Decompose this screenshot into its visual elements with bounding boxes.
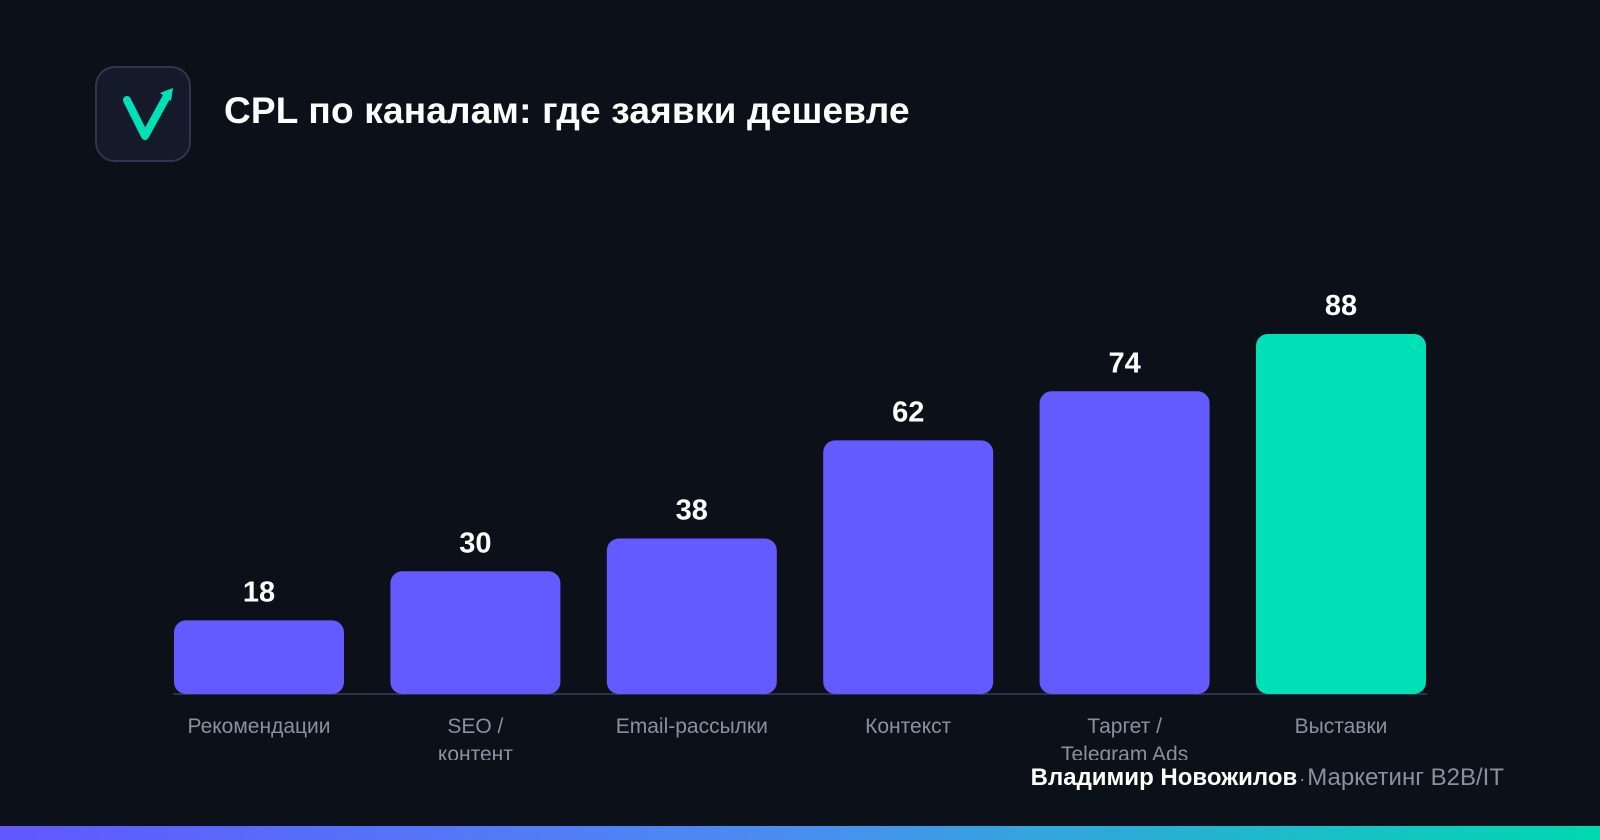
bar-chart: 18 Рекомендации 30 SEO / контент 38 Email-расс… <box>173 290 1427 760</box>
footer-separator: · <box>1299 769 1306 789</box>
bar-1 <box>174 620 344 694</box>
category-label-5: Таргет / Telegram Ads <box>1061 715 1188 760</box>
value-label-4: 62 <box>892 396 924 428</box>
bars-group: 18 Рекомендации 30 SEO / контент 38 Email-расс… <box>174 290 1426 760</box>
category-label-1: Рекомендации <box>187 715 330 738</box>
bar-3 <box>606 538 777 694</box>
value-label-2: 30 <box>459 527 491 559</box>
bar-2 <box>390 571 561 694</box>
footer-credit: Владимир Новожилов ·Маркетинг B2B/IT <box>1031 764 1504 792</box>
value-label-1: 18 <box>243 576 275 608</box>
bar-5 <box>1039 391 1210 694</box>
bar-6 <box>1256 334 1426 694</box>
logo <box>95 66 191 162</box>
bottom-gradient-bar <box>0 826 1600 840</box>
bar-4 <box>823 440 994 694</box>
author-name: Владимир Новожилов <box>1030 764 1298 791</box>
category-label-6: Выставки <box>1295 715 1388 738</box>
category-label-2: SEO / контент <box>438 715 513 760</box>
check-arrow-icon <box>123 88 173 140</box>
category-label-4: Контекст <box>865 715 951 738</box>
page-title: CPL по каналам: где заявки дешевле <box>224 90 910 131</box>
category-label-3: Email-рассылки <box>616 715 768 738</box>
value-label-3: 38 <box>676 495 708 527</box>
value-label-6: 88 <box>1325 290 1357 322</box>
value-label-5: 74 <box>1108 347 1140 379</box>
footer-tagline: Маркетинг B2B/IT <box>1307 764 1504 791</box>
